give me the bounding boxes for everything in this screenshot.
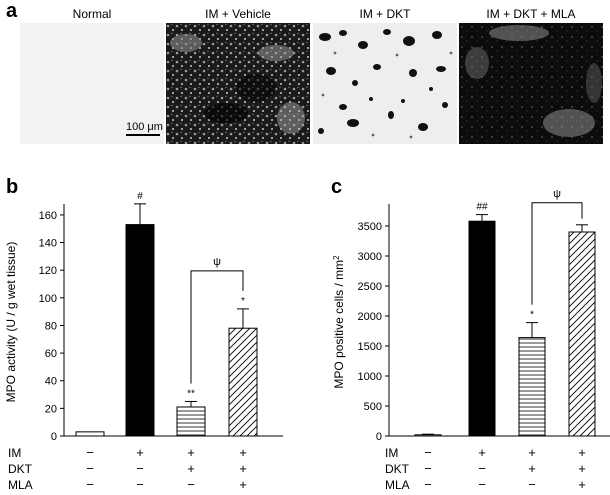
significance-marker: * [241, 296, 245, 307]
condition-sign: + [239, 445, 247, 460]
condition-sign: − [478, 477, 486, 492]
condition-label-im: IM [385, 446, 398, 460]
condition-sign: + [239, 461, 247, 476]
condition-sign: − [136, 477, 144, 492]
micrograph-im-vehicle [166, 23, 310, 144]
panel-c-letter: c [331, 176, 342, 198]
bar-4 [568, 231, 596, 437]
significance-label: ψ [553, 188, 561, 200]
y-tick-label: 1000 [358, 371, 382, 383]
condition-sign: − [528, 477, 536, 492]
panel-a-letter: a [6, 0, 18, 22]
chart-c: c 0 500 1000 1500 2000 2500 3000 3500 MPO positiv… [331, 176, 610, 492]
y-tick-label: 120 [39, 265, 57, 277]
condition-sign: + [578, 477, 586, 492]
panel-b-letter: b [6, 176, 18, 198]
condition-sign: + [187, 461, 195, 476]
image-label-normal: Normal [72, 7, 112, 21]
y-tick-label: 0 [376, 431, 382, 443]
micrograph-im-dkt-mla [459, 23, 603, 144]
condition-sign: + [528, 461, 536, 476]
bar-3 [518, 337, 546, 437]
significance-marker: # [137, 191, 143, 202]
y-axis-label: MPO activity (U / g wet tissue) [4, 242, 18, 403]
y-tick-label: 100 [39, 293, 57, 305]
y-tick-label: 500 [364, 401, 382, 413]
condition-sign: − [478, 461, 486, 476]
bar-3 [176, 406, 206, 437]
bar-4 [228, 327, 258, 437]
condition-sign: − [86, 445, 94, 460]
y-tick-label: 2500 [358, 281, 382, 293]
bar-2 [468, 220, 496, 437]
condition-sign: − [424, 461, 432, 476]
y-tick-label: 3000 [358, 251, 382, 263]
y-axis-label: MPO positive cells / mm2 [332, 255, 347, 389]
image-label-im-dkt-mla: IM + DKT + MLA [486, 7, 576, 21]
condition-sign: − [187, 477, 195, 492]
significance-marker: ** [187, 388, 195, 399]
condition-sign: − [86, 477, 94, 492]
y-tick-label: 1500 [358, 341, 382, 353]
y-tick-label: 20 [45, 403, 57, 415]
scale-bar [126, 134, 160, 136]
y-tick-label: 40 [45, 376, 57, 388]
condition-sign: + [478, 445, 486, 460]
condition-sign: + [187, 445, 195, 460]
condition-sign: − [424, 445, 432, 460]
image-label-im-vehicle: IM + Vehicle [205, 7, 271, 21]
condition-sign: − [86, 461, 94, 476]
y-tick-label: 0 [51, 431, 57, 443]
condition-label-im: IM [8, 446, 21, 460]
y-tick-label: 80 [45, 320, 57, 332]
condition-label-dkt: DKT [385, 462, 410, 476]
condition-sign: + [578, 445, 586, 460]
condition-label-dkt: DKT [8, 462, 33, 476]
scale-bar-label: 100 μm [126, 121, 163, 133]
significance-marker: ## [476, 202, 488, 213]
y-tick-label: 3500 [358, 221, 382, 233]
image-label-im-dkt: IM + DKT [359, 7, 411, 21]
condition-sign: + [528, 445, 536, 460]
condition-sign: + [136, 445, 144, 460]
significance-marker: * [530, 310, 534, 321]
micrograph-normal [20, 23, 164, 144]
y-tick-label: 2000 [358, 311, 382, 323]
significance-label: ψ [213, 256, 221, 268]
condition-sign: − [136, 461, 144, 476]
y-tick-label: 160 [39, 210, 57, 222]
condition-sign: + [578, 461, 586, 476]
bar-2 [125, 224, 155, 437]
condition-sign: − [424, 477, 432, 492]
bar-1 [414, 434, 442, 437]
significance-bracket [531, 202, 583, 305]
significance-bracket [190, 270, 244, 384]
y-tick-label: 60 [45, 348, 57, 360]
chart-b: b 0 20 40 60 80 100 120 140 160 MPO activity (U / … [4, 176, 283, 492]
bar-1 [75, 431, 105, 437]
condition-label-mla: MLA [8, 478, 33, 492]
micrograph-im-dkt [313, 23, 457, 144]
condition-sign: + [239, 477, 247, 492]
y-tick-label: 140 [39, 238, 57, 250]
condition-label-mla: MLA [385, 478, 410, 492]
